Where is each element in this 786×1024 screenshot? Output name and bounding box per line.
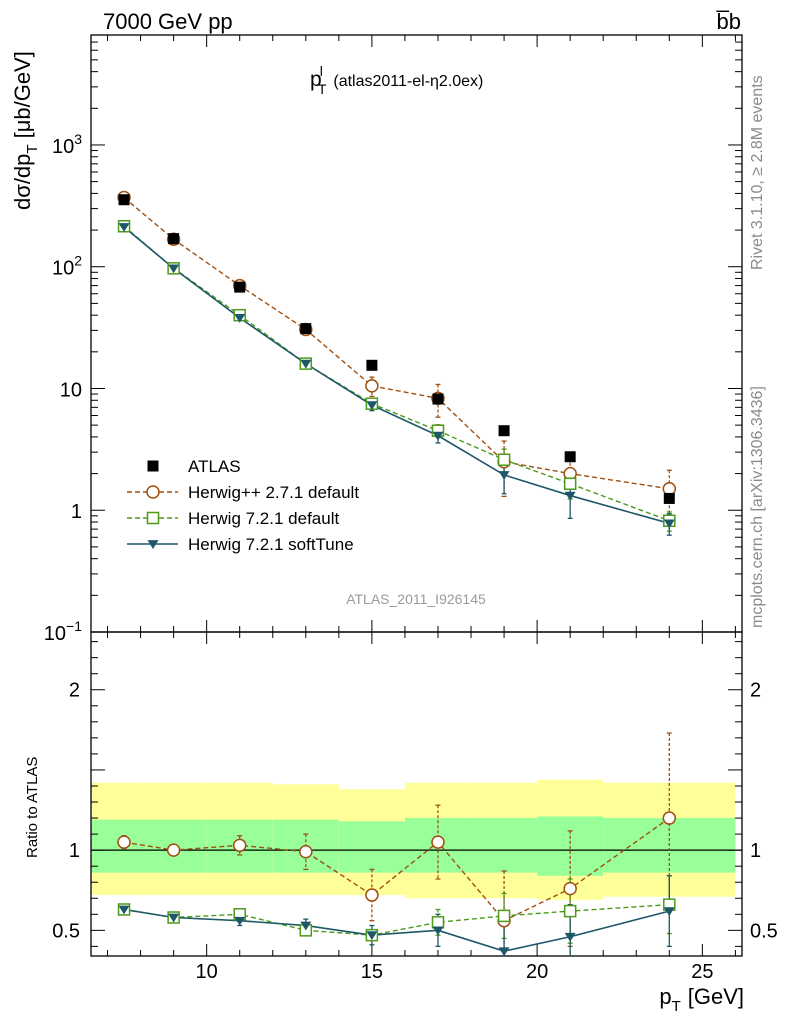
ratio-series-0-point-8 (662, 811, 677, 825)
main-series-3-point-4 (366, 401, 378, 411)
ratio-ytick-label-right-0: 0.5 (750, 920, 778, 942)
legend-label-2: Herwig 7.2.1 default (188, 509, 339, 528)
ratio-axis-label: Ratio to ATLAS (24, 757, 41, 858)
main-series-3-point-7 (564, 491, 576, 501)
ratio-ytick-label-right-1: 1 (750, 840, 761, 862)
ratio-series-2-point-1 (168, 913, 180, 923)
main-data-point-5 (432, 393, 444, 405)
ratio-series-0-point-0 (117, 835, 131, 849)
ratio-series-0-point-7 (563, 881, 577, 896)
legend-marker-2 (146, 511, 160, 525)
ratio-series-2-point-0 (118, 905, 130, 915)
main-ytick-label-4: 103 (52, 131, 82, 158)
main-series-3-point-8 (663, 519, 675, 529)
ratio-series-0-point-1 (166, 843, 181, 857)
main-series-3-point-6 (498, 471, 510, 480)
main-data-point-6 (498, 425, 510, 437)
main-data-point-3 (300, 323, 312, 335)
ratio-series-0-line (123, 817, 670, 922)
xtick-label-0: 10 (196, 961, 218, 983)
xtick-label-3: 25 (691, 961, 713, 983)
legend-marker-3 (147, 540, 159, 549)
source-text: mcplots.cern.ch [arXiv:1306.3436] (749, 386, 766, 628)
legend-marker-0 (147, 460, 159, 472)
ratio-ytick-label-right-2: 2 (750, 680, 761, 702)
xtick-label-1: 15 (361, 961, 383, 983)
header-right: b̅b (716, 9, 741, 34)
legend: ATLAS Herwig++ 2.7.1 default Herwig 7.2.1 … (127, 457, 359, 554)
rivet-version-text: Rivet 3.1.10, ≥ 2.8M events (749, 75, 766, 270)
ratio-series-0-point-4 (365, 888, 379, 902)
x-axis-label: pT [GeV] (659, 984, 744, 1015)
axes-frames (90, 34, 743, 957)
main-series-2-point-7 (563, 477, 577, 491)
uncertainty-bands (91, 779, 742, 900)
legend-marker-1 (146, 485, 160, 499)
ratio-series-1-line (123, 903, 670, 936)
plot-title: pl T (atlas2011-el-η2.0ex) (310, 63, 483, 97)
main-data-point-7 (564, 451, 576, 463)
axis-ticks (91, 34, 742, 956)
main-series-3-point-3 (300, 359, 312, 369)
main-series-3-line (123, 226, 670, 525)
header-left: 7000 GeV pp (103, 9, 233, 34)
ratio-series-0-point-2 (232, 838, 247, 853)
ratio-series-2-point-7 (564, 932, 576, 942)
main-series-3-point-1 (168, 264, 180, 274)
ratio-series-2-point-3 (300, 921, 312, 931)
green-band-0 (91, 819, 141, 873)
ratio-series-2-point-2 (234, 916, 246, 926)
tick-labels: 10−1 1 10 102 103 0.5 0.5 1 1 2 2 10 15 20 25 (44, 131, 778, 983)
main-series-markers (117, 190, 677, 529)
ratio-series-1-point-6 (497, 909, 511, 923)
ratio-series-0-point-3 (299, 844, 313, 859)
main-ytick-label-1: 1 (71, 501, 82, 523)
legend-label-3: Herwig 7.2.1 softTune (188, 535, 354, 554)
ratio-series-2-point-6 (498, 947, 510, 956)
main-data-point-4 (366, 359, 378, 371)
ratio-series-2-point-4 (366, 931, 378, 941)
ratio-series-2-point-8 (663, 907, 675, 917)
green-band-6 (471, 818, 538, 873)
main-series-3-point-2 (234, 314, 246, 323)
legend-label-0: ATLAS (188, 457, 241, 476)
main-ytick-label-3: 102 (52, 253, 82, 280)
analysis-watermark: ATLAS_2011_I926145 (346, 591, 486, 607)
main-data-point-1 (168, 233, 180, 245)
main-series-2-point-6 (497, 453, 511, 466)
xtick-label-2: 20 (526, 961, 548, 983)
ratio-series-1-point-7 (563, 904, 577, 918)
main-data-point-0 (118, 194, 130, 206)
ratio-series-markers (117, 811, 677, 956)
main-series-3-point-5 (432, 431, 444, 441)
ratio-ytick-label-left-1: 1 (69, 840, 80, 862)
main-data-point-2 (234, 281, 246, 293)
legend-label-1: Herwig++ 2.7.1 default (188, 483, 359, 502)
ratio-series-1-point-5 (431, 916, 445, 929)
main-series-1-point-4 (365, 379, 379, 393)
ratio-series-2-point-5 (432, 926, 444, 936)
y-axis-label: dσ/dpT[μb/GeV] (10, 51, 41, 210)
main-series-1-line (123, 197, 670, 490)
main-series-3-point-0 (118, 223, 130, 232)
main-data-point-8 (663, 492, 675, 504)
green-band-4 (338, 821, 405, 873)
main-ytick-label-0: 10−1 (44, 618, 82, 645)
ratio-series-0-point-5 (431, 835, 445, 849)
main-ytick-label-2: 10 (60, 379, 82, 401)
ratio-ytick-label-left-0: 0.5 (52, 920, 80, 942)
ratio-ytick-label-left-2: 2 (69, 680, 80, 702)
ratio-frame (90, 631, 743, 957)
